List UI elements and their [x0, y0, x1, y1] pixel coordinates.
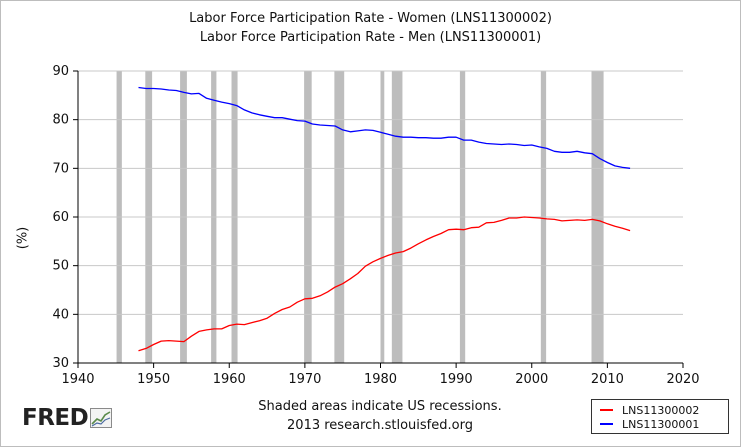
x-tick-label: 1950 — [137, 372, 170, 387]
y-tick-label: 80 — [52, 113, 69, 128]
fred-chart-icon — [90, 408, 113, 428]
x-tick-label: 2020 — [666, 372, 699, 387]
legend-swatch-red — [600, 409, 613, 411]
fred-logo: FRED — [22, 405, 113, 431]
y-tick-label: 90 — [52, 64, 69, 79]
chart-subtitle: Labor Force Participation Rate - Men (LN… — [199, 30, 542, 45]
x-tick-label: 1970 — [288, 372, 321, 387]
series-line-lns11300001 — [138, 86, 631, 169]
legend-item-men: LNS11300001 — [600, 417, 699, 431]
legend-label-men: LNS11300001 — [622, 417, 700, 431]
x-tick-label: 2000 — [515, 372, 548, 387]
x-tick-label: 1960 — [213, 372, 246, 387]
legend-swatch-blue — [600, 423, 613, 425]
legend-item-women: LNS11300002 — [600, 403, 699, 417]
x-tick-label: 1990 — [440, 372, 473, 387]
x-tick-label: 1980 — [364, 372, 397, 387]
recession-note: Shaded areas indicate US recessions. 201… — [200, 397, 560, 435]
recession-note-line1: Shaded areas indicate US recessions. — [258, 399, 502, 414]
series-line-lns11300002 — [138, 216, 631, 352]
y-tick-label: 50 — [52, 259, 69, 274]
y-axis-label: (%) — [15, 226, 31, 250]
x-tick-label: 1940 — [61, 372, 94, 387]
legend-label-women: LNS11300002 — [622, 403, 700, 417]
source-line: 2013 research.stlouisfed.org — [287, 418, 473, 433]
y-tick-label: 70 — [52, 161, 69, 176]
chart-titles: Labor Force Participation Rate - Women (… — [0, 9, 741, 47]
x-tick-label: 2010 — [591, 372, 624, 387]
y-tick-label: 40 — [52, 307, 69, 322]
legend: LNS11300002 LNS11300001 — [591, 399, 729, 434]
y-tick-label: 30 — [52, 356, 69, 371]
chart-title: Labor Force Participation Rate - Women (… — [189, 11, 552, 26]
fred-logo-text: FRED — [22, 405, 89, 431]
y-tick-label: 60 — [52, 210, 69, 225]
